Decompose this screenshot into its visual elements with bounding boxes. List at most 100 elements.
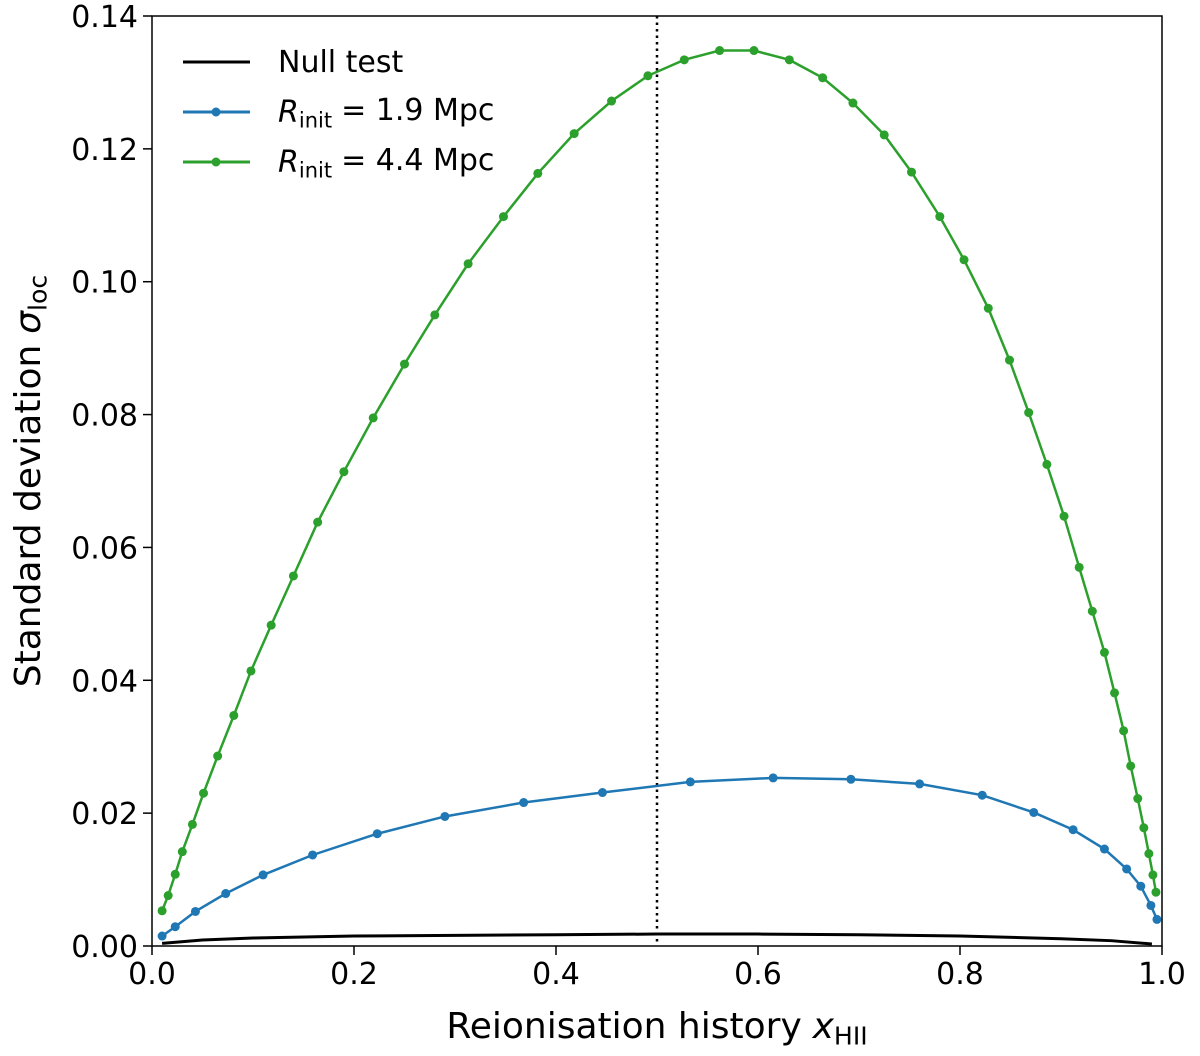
point (1126, 761, 1136, 771)
point (1059, 511, 1069, 521)
legend-label: Null test (278, 45, 404, 80)
point (643, 71, 653, 81)
point (569, 129, 579, 139)
x-tick-label: 0.0 (128, 957, 176, 992)
point (768, 773, 778, 783)
point (400, 359, 409, 369)
label-part: σ (8, 310, 49, 334)
point (1110, 688, 1120, 698)
point (258, 870, 268, 880)
x-tick-label: 0.4 (532, 957, 580, 992)
legend-label: Rinit = 4.4 Mpc (278, 143, 494, 183)
point (308, 850, 318, 860)
point (170, 869, 180, 879)
point (784, 55, 794, 65)
point (1099, 844, 1109, 854)
point (170, 922, 180, 932)
x-tick-label: 0.2 (330, 957, 378, 992)
point (157, 906, 167, 916)
point (846, 774, 856, 784)
legend-marker (211, 107, 221, 117)
point (597, 788, 607, 798)
point (313, 517, 323, 527)
point (519, 798, 529, 808)
label-part: init (299, 108, 332, 132)
point (1074, 562, 1084, 572)
point (229, 710, 239, 720)
x-axis-label: Reionisation history xHII (446, 1006, 867, 1050)
point (1068, 825, 1078, 835)
point (199, 788, 209, 798)
label-part: Standard deviation (8, 345, 49, 688)
y-tick-label: 0.12 (71, 133, 138, 168)
point (685, 777, 695, 787)
point (977, 790, 987, 800)
point (266, 620, 276, 630)
point (498, 212, 508, 222)
y-axis-label: Standard deviation σloc (8, 275, 52, 687)
x-tick-label: 0.6 (734, 957, 782, 992)
point (1004, 355, 1014, 365)
series-line (160, 49, 1158, 912)
point (848, 98, 858, 108)
y-tick-label: 0.04 (71, 664, 138, 699)
point (1119, 726, 1129, 736)
point (1087, 606, 1097, 616)
x-tick-label: 0.8 (936, 957, 984, 992)
point (430, 310, 440, 320)
point (163, 891, 173, 901)
point (679, 55, 689, 65)
plot-frame (151, 15, 1163, 947)
label-part: = 1.9 Mpc (341, 93, 494, 128)
point (715, 46, 725, 56)
label-part: R (278, 145, 299, 180)
label-part: loc (23, 275, 52, 311)
point (288, 571, 298, 581)
point (246, 666, 256, 676)
legend-label: Rinit = 1.9 Mpc (278, 93, 494, 133)
point (213, 751, 223, 761)
point (1099, 647, 1109, 657)
point (935, 212, 945, 222)
label-part: Reionisation history (446, 1006, 801, 1047)
y-tick-label: 0.00 (71, 930, 138, 965)
label-part: init (299, 158, 332, 182)
legend-marker (211, 157, 221, 167)
point (440, 811, 450, 821)
point (190, 906, 200, 916)
label-part: x (812, 1006, 835, 1047)
x-tick-label: 1.0 (1138, 957, 1186, 992)
label-part: R (278, 95, 299, 130)
y-tick-label: 0.06 (71, 531, 138, 566)
point (1152, 914, 1162, 924)
point (1146, 900, 1156, 910)
point (187, 819, 197, 829)
label-part: HII (834, 1021, 868, 1050)
point (1136, 881, 1146, 891)
y-tick-label: 0.02 (71, 797, 138, 832)
point (1144, 849, 1154, 859)
point (915, 779, 925, 789)
point (818, 73, 828, 83)
series-line (161, 776, 1159, 938)
point (983, 303, 993, 313)
series-line (161, 932, 1153, 946)
point (879, 130, 889, 140)
point (368, 413, 378, 423)
point (1139, 823, 1149, 833)
point (221, 889, 231, 899)
y-tick-label: 0.10 (71, 266, 138, 301)
point (959, 255, 969, 265)
point (1024, 408, 1034, 418)
point (749, 46, 759, 56)
point (157, 931, 167, 941)
point (1042, 459, 1052, 469)
point (533, 168, 543, 178)
point (907, 167, 917, 177)
y-tick-label: 0.08 (71, 399, 138, 434)
point (463, 259, 473, 269)
point (372, 829, 382, 839)
point (1148, 870, 1158, 880)
point (177, 847, 187, 857)
